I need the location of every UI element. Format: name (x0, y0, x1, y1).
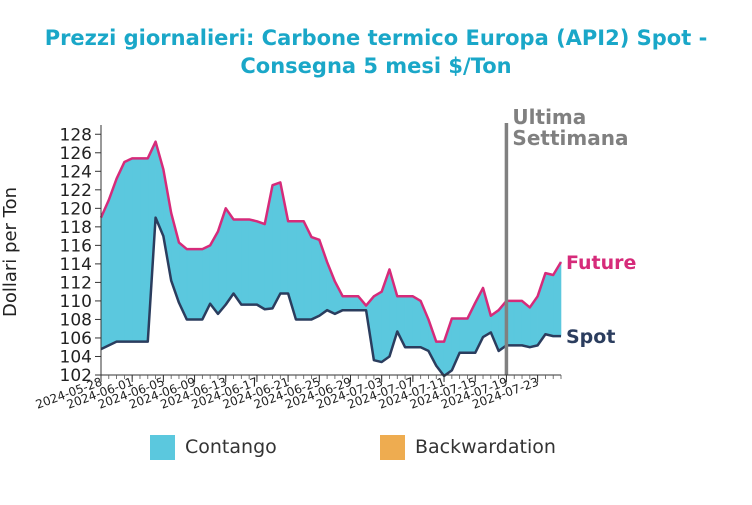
y-tick-label: 116 (60, 236, 92, 256)
spread-area-segment (256, 220, 266, 310)
spread-area-segment (124, 157, 133, 342)
spread-area-segment (100, 199, 110, 350)
chart-title-line-2: Consegna 5 mesi $/Ton (240, 54, 512, 78)
fill-layer (100, 141, 562, 377)
spread-area-segment (139, 158, 149, 342)
y-tick-label: 126 (60, 144, 92, 164)
legend-label-contango: Contango (185, 436, 277, 458)
chart-title: Prezzi giornalieri: Carbone termico Euro… (0, 24, 752, 80)
spread-area-segment (241, 219, 250, 305)
y-tick-label: 124 (60, 162, 92, 182)
y-tick-label: 108 (60, 310, 92, 330)
last-week-label-line: Settimana (512, 126, 628, 150)
series-label-spot: Spot (566, 326, 615, 348)
series-line-future (99, 140, 563, 343)
spread-area-segment (116, 161, 125, 342)
y-axis-title: Dollari per Ton (0, 187, 21, 317)
legend-swatch-contango (150, 434, 175, 460)
legend-swatch-backwardation (380, 434, 405, 460)
spread-area-segment (373, 291, 382, 363)
spread-area-segment (545, 272, 554, 337)
y-tick-label: 104 (60, 347, 92, 367)
spread-area-segment (272, 181, 281, 309)
spread-area-segment (225, 207, 234, 306)
spread-area-segment (186, 248, 195, 320)
y-tick-label: 128 (60, 125, 92, 145)
y-tick-label: 120 (60, 199, 92, 219)
series-labels: Future Spot (566, 252, 636, 348)
series-label-future: Future (566, 252, 636, 274)
last-week-label-line: Ultima (512, 105, 586, 129)
legend-contango: Contango (150, 434, 277, 460)
y-tick-label: 114 (60, 255, 92, 275)
y-tick-label: 122 (60, 181, 92, 201)
y-tick-label: 110 (60, 292, 92, 312)
spread-area-segment (459, 318, 468, 354)
spread-area-segment (342, 295, 351, 311)
spread-area-segment (404, 295, 414, 348)
legend-backwardation: Backwardation (380, 434, 556, 460)
spread-area-segment (295, 220, 305, 320)
y-tick-label: 106 (60, 329, 92, 349)
spread-area-segment (412, 295, 421, 348)
spread-area-segment (311, 236, 320, 320)
series-line-spot (100, 216, 561, 378)
spread-area-segment (194, 248, 203, 320)
spread-area-segment (108, 178, 117, 346)
spread-area-segment (513, 300, 523, 346)
spread-area-segment (350, 295, 359, 311)
chart-title-line-1: Prezzi giornalieri: Carbone termico Euro… (44, 26, 708, 50)
legend-label-backwardation: Backwardation (415, 436, 556, 458)
y-tick-label: 118 (60, 218, 92, 238)
series-lines (99, 140, 563, 378)
y-tick-label: 102 (60, 366, 92, 386)
spread-area-segment (248, 219, 258, 305)
y-tick-label: 112 (60, 273, 92, 293)
spread-area-segment (233, 219, 242, 306)
spread-area-segment (131, 158, 141, 342)
